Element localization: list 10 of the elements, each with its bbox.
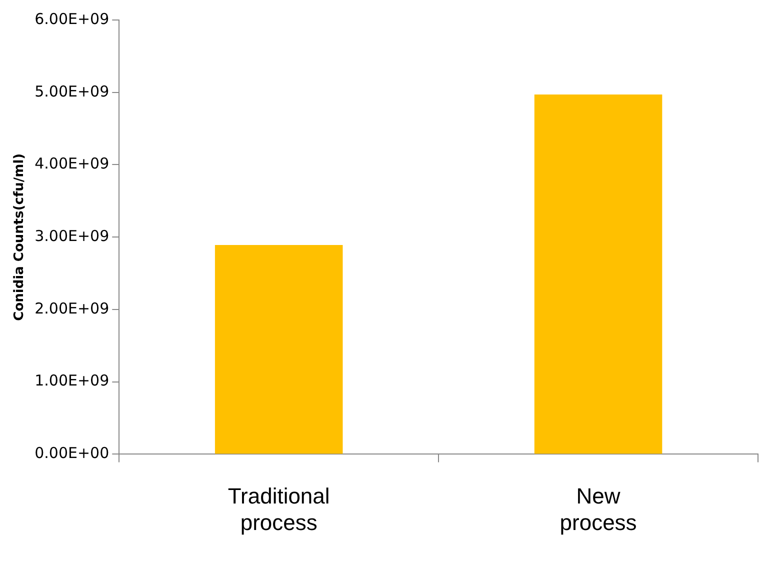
x-tick-label: New process xyxy=(560,483,637,535)
y-axis-title: Conidia Counts(cfu/ml) xyxy=(12,153,28,321)
y-tick-label: 1.00E+09 xyxy=(34,372,110,390)
x-tick-label: Traditional process xyxy=(228,483,330,535)
y-tick-label: 0.00E+00 xyxy=(34,444,110,462)
y-tick-label: 4.00E+09 xyxy=(34,154,110,173)
y-tick-label: 3.00E+09 xyxy=(34,226,110,245)
y-tick-label: 2.00E+09 xyxy=(34,299,110,318)
y-tick-label: 5.00E+09 xyxy=(34,82,110,100)
y-tick-label: 6.00E+09 xyxy=(34,10,110,28)
